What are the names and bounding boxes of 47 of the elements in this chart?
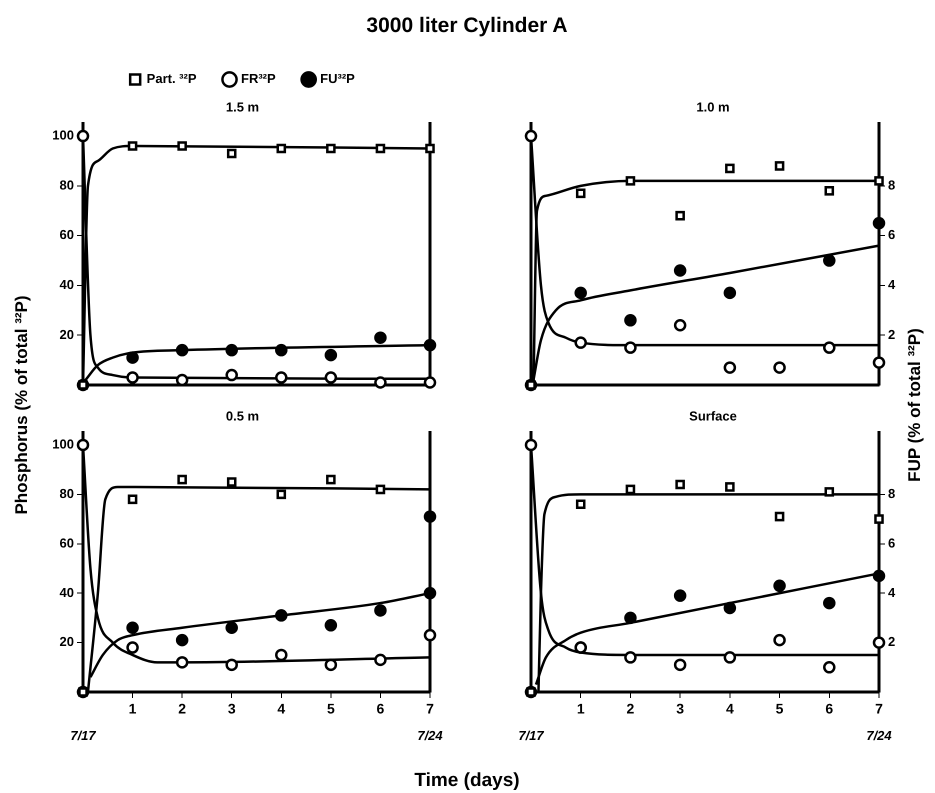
y-tick-label: 20 xyxy=(60,326,74,342)
y-tick-label: 80 xyxy=(60,177,74,192)
x-tick-label: 6 xyxy=(376,700,385,716)
y-tick-label: 100 xyxy=(52,128,74,143)
text: 7/17 xyxy=(70,728,96,744)
y2-tick-label: 6 xyxy=(888,227,896,242)
x-tick-label: 1 xyxy=(576,700,585,716)
chart-title: Surface xyxy=(689,408,737,424)
x-tick-label: 2 xyxy=(626,700,635,716)
y2-tick-label: 4 xyxy=(888,584,896,600)
text: 7/24 xyxy=(866,728,892,744)
y-axis-title: Phosphorus (% of total ³²P) xyxy=(12,295,32,515)
y-tick-label: 40 xyxy=(60,584,74,600)
x-tick-label: 4 xyxy=(726,700,734,716)
x-axis-title: Time (days) xyxy=(414,770,520,792)
x-tick-label: 4 xyxy=(277,700,286,716)
y-tick-label: 100 xyxy=(52,436,74,452)
chart-subtitle: 1.5 m xyxy=(226,99,260,114)
x-tick-label: 7 xyxy=(875,700,884,716)
y2-tick-label: 2 xyxy=(888,326,896,342)
y-tick-label: 60 xyxy=(60,227,74,242)
y-tick-label: 80 xyxy=(60,486,74,501)
chart-title: 1.0 m xyxy=(696,99,730,114)
legend-label: Part. ³²P xyxy=(146,71,197,86)
x-tick-label: 3 xyxy=(228,700,236,716)
x-tick-label: 5 xyxy=(776,700,784,716)
x-tick-label: 2 xyxy=(178,700,186,716)
x-tick-label: 1 xyxy=(128,700,137,716)
y-tick-label: 60 xyxy=(60,535,74,550)
x-tick-label: 5 xyxy=(326,700,335,716)
y-tick-label: 20 xyxy=(60,634,74,650)
y2-tick-label: 8 xyxy=(888,177,896,192)
x-tick-label: 6 xyxy=(825,700,834,716)
y2-tick-label: 8 xyxy=(888,486,896,501)
y-tick-label: 40 xyxy=(60,276,74,292)
y2-tick-label: 6 xyxy=(888,535,896,550)
y2-axis-title: FUP (% of total ³²P) xyxy=(905,328,925,482)
y2-tick-label: 2 xyxy=(888,634,896,650)
legend-label: FR³²P xyxy=(241,71,276,86)
chart-title: 3000 liter Cylinder A xyxy=(366,14,568,38)
text: 7/24 xyxy=(417,728,444,744)
legend-label: FU³²P xyxy=(320,71,356,86)
chart-title: 0.5 m xyxy=(226,408,260,424)
x-tick-label: 3 xyxy=(676,700,684,716)
text: 7/17 xyxy=(518,728,544,744)
x-tick-label: 7 xyxy=(426,700,434,716)
y2-tick-label: 4 xyxy=(888,276,896,292)
